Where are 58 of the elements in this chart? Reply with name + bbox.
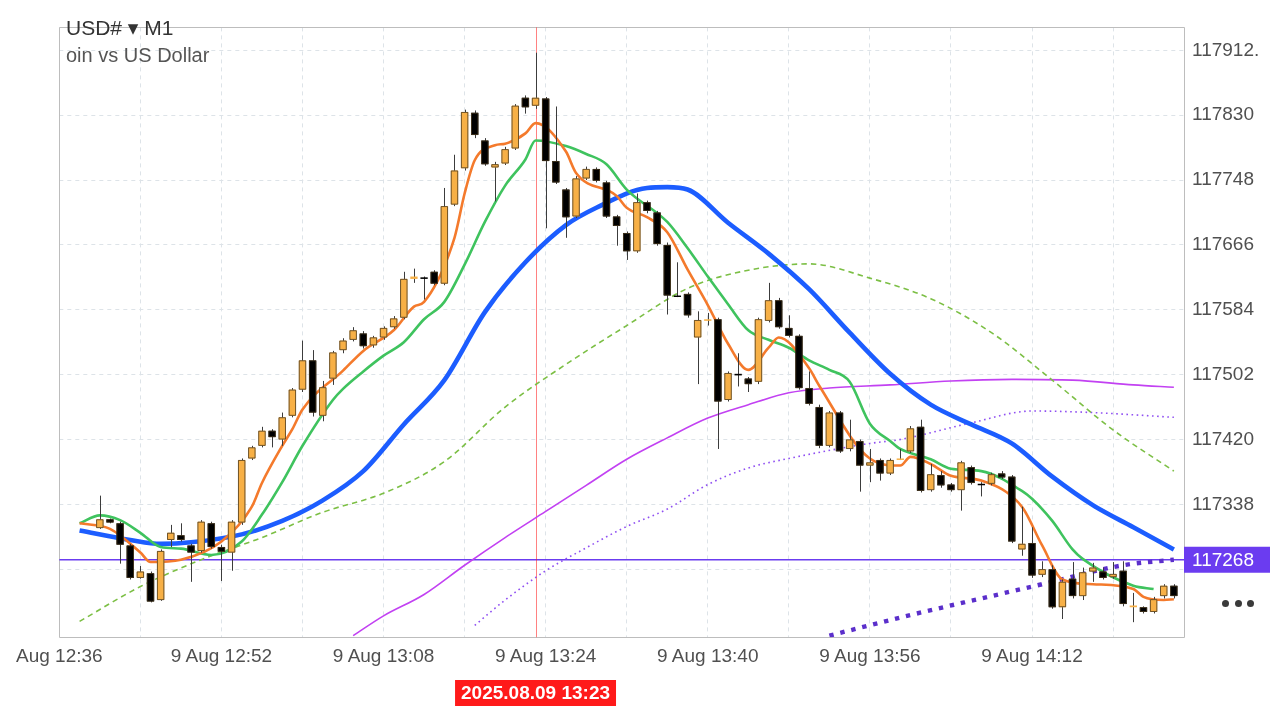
line-series	[78, 263, 1175, 623]
x-tick-label: 9 Aug 13:08	[332, 644, 435, 666]
candlestick	[927, 463, 935, 493]
y-tick-label: 117748	[1192, 168, 1254, 190]
x-tick-label: Aug 12:36	[16, 644, 103, 666]
candlestick	[785, 314, 793, 338]
candlestick	[683, 291, 692, 319]
candlestick	[845, 419, 854, 452]
candlestick	[207, 521, 215, 550]
line-series	[473, 410, 1175, 627]
candlestick	[116, 521, 124, 565]
candlestick	[866, 448, 874, 483]
candlestick	[258, 426, 266, 448]
candlestick	[612, 214, 621, 247]
candlestick	[694, 310, 702, 385]
candlestick	[764, 282, 773, 323]
candlestick	[876, 457, 884, 482]
y-tick-label: 117502	[1192, 362, 1254, 384]
candlestick	[501, 146, 509, 166]
candlestick	[187, 543, 195, 583]
candlestick	[521, 94, 530, 115]
y-tick-label: 117830	[1192, 103, 1254, 125]
candlestick	[491, 161, 499, 202]
candlestick	[278, 412, 286, 447]
candlestick	[481, 137, 489, 167]
x-tick-label: 9 Aug 13:56	[819, 644, 921, 666]
candlestick	[177, 522, 185, 542]
candlestick	[967, 465, 975, 486]
ref-line-label: 117268	[1192, 548, 1254, 570]
candlestick	[531, 52, 540, 110]
y-tick-label: 117912.	[1192, 38, 1260, 60]
x-tick-label: 9 Aug 12:52	[170, 644, 273, 666]
x-tick-label: 9 Aug 14:12	[981, 644, 1083, 666]
candlestick	[1079, 567, 1087, 601]
x-tick-label: 9 Aug 13:24	[494, 644, 597, 666]
text: oin vs US Dollar	[66, 43, 210, 67]
candlestick	[1018, 506, 1026, 557]
candlestick	[471, 109, 479, 139]
y-tick-label: 117666	[1192, 233, 1254, 255]
candlestick	[623, 230, 631, 261]
candlestick	[96, 495, 104, 530]
y-tick-label: 117584	[1192, 297, 1255, 319]
candlestick	[805, 370, 813, 406]
candlestick	[167, 524, 175, 548]
candlestick	[906, 425, 915, 454]
line-series	[352, 378, 1175, 637]
candlestick	[552, 105, 560, 185]
x-tick-label: 9 Aug 13:40	[657, 644, 759, 666]
candlestick	[217, 544, 226, 582]
candlestick	[268, 428, 276, 448]
ref-line-label: 2025.08.09 13:23	[461, 682, 611, 704]
y-tick-label: 117338	[1192, 492, 1254, 514]
line-series	[77, 184, 1177, 552]
line-series	[827, 557, 1177, 638]
y-tick-label: 117420	[1192, 427, 1254, 449]
chart-title: USD# ▾ M1	[66, 16, 174, 40]
candlestick	[1089, 562, 1097, 583]
candlestick	[1068, 561, 1077, 599]
